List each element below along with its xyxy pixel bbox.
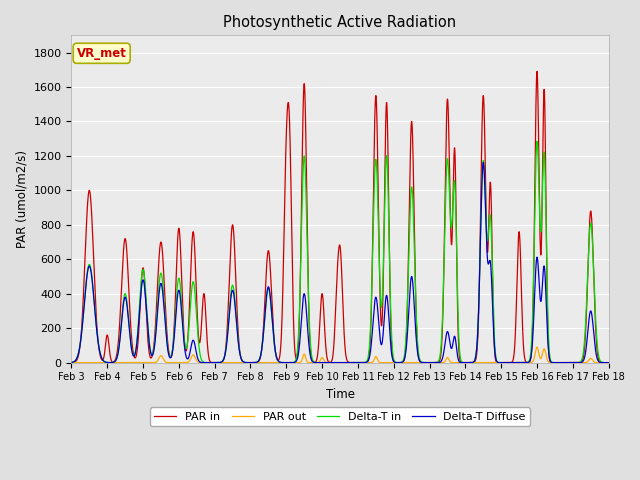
PAR out xyxy=(100,360,108,365)
Delta-T in xyxy=(605,360,612,365)
Delta-T Diffuse xyxy=(479,159,487,165)
PAR in xyxy=(577,360,584,365)
PAR out xyxy=(68,360,76,365)
PAR in xyxy=(100,356,108,361)
Legend: PAR in, PAR out, Delta-T in, Delta-T Diffuse: PAR in, PAR out, Delta-T in, Delta-T Dif… xyxy=(150,408,531,426)
PAR in xyxy=(533,69,541,74)
Y-axis label: PAR (umol/m2/s): PAR (umol/m2/s) xyxy=(15,150,28,248)
Line: PAR out: PAR out xyxy=(72,347,609,362)
Delta-T in xyxy=(330,360,338,365)
Delta-T in xyxy=(533,138,541,144)
PAR out xyxy=(605,360,612,365)
Delta-T Diffuse xyxy=(68,360,76,365)
Delta-T in xyxy=(100,358,108,364)
Line: Delta-T in: Delta-T in xyxy=(72,141,609,362)
PAR in xyxy=(173,258,180,264)
Delta-T in xyxy=(70,359,77,365)
PAR out xyxy=(70,360,77,365)
Delta-T in xyxy=(90,292,97,298)
PAR in xyxy=(330,339,338,345)
PAR out xyxy=(173,360,180,365)
Delta-T Diffuse xyxy=(90,293,97,299)
Delta-T Diffuse xyxy=(577,360,584,365)
Delta-T Diffuse xyxy=(336,360,344,365)
Text: VR_met: VR_met xyxy=(77,47,127,60)
PAR in xyxy=(558,360,566,365)
PAR out xyxy=(90,360,97,365)
Delta-T Diffuse xyxy=(100,358,108,364)
Delta-T Diffuse xyxy=(173,301,180,307)
Line: Delta-T Diffuse: Delta-T Diffuse xyxy=(72,162,609,362)
Delta-T in xyxy=(577,359,584,365)
PAR out xyxy=(577,360,584,365)
PAR out xyxy=(330,360,338,365)
Delta-T in xyxy=(336,360,344,365)
PAR in xyxy=(90,256,97,262)
Delta-T in xyxy=(68,360,76,365)
Title: Photosynthetic Active Radiation: Photosynthetic Active Radiation xyxy=(223,15,456,30)
PAR in xyxy=(68,360,76,365)
Delta-T Diffuse xyxy=(330,360,338,365)
PAR in xyxy=(605,360,612,365)
PAR in xyxy=(70,360,77,365)
X-axis label: Time: Time xyxy=(326,388,355,401)
Delta-T Diffuse xyxy=(605,360,612,365)
Delta-T Diffuse xyxy=(70,359,77,365)
PAR out xyxy=(533,344,541,350)
Line: PAR in: PAR in xyxy=(72,72,609,362)
Delta-T in xyxy=(173,292,180,298)
